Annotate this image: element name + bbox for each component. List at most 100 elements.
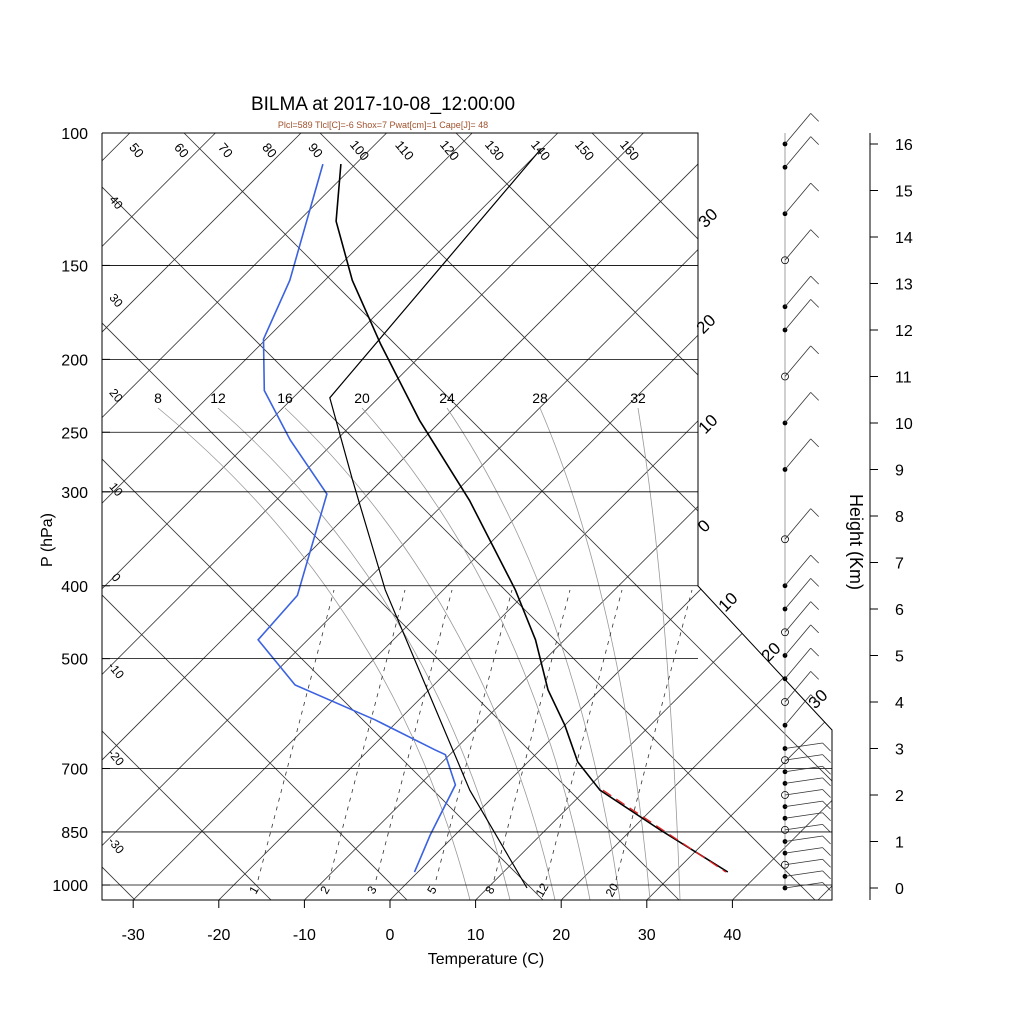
wind-barb: [784, 870, 823, 877]
wind-barb: [784, 438, 812, 470]
dry-adiabat-line: [591, 133, 832, 900]
wind-barb: [784, 601, 812, 633]
dry-adiabat-line: [455, 133, 832, 900]
isotherm-line: [102, 133, 644, 900]
dry-adiabat-line: [864, 133, 1024, 900]
parcel-line: [329, 148, 542, 889]
height-axis-label: Height (Km): [846, 494, 866, 590]
temperature-tick-label: -20: [207, 927, 230, 944]
moist-adiabat-line: [446, 407, 621, 900]
pressure-tick-label: 1000: [52, 878, 88, 895]
chart-title: BILMA at 2017-10-08_12:00:00: [251, 94, 515, 115]
wind-level-marker: [781, 535, 789, 544]
wind-barb-flag: [810, 299, 819, 308]
dry-adiabat-line: [183, 133, 832, 900]
wind-barb-flag: [822, 824, 831, 833]
isotherm-right-label: 30: [695, 205, 722, 232]
wind-barb-flag: [810, 554, 819, 564]
wind-barb: [784, 777, 823, 784]
wind-barb: [784, 835, 823, 842]
wind-level-marker: [781, 256, 789, 265]
moist-adiabat-line: [284, 407, 556, 900]
moist-adiabat-label: 24: [439, 390, 455, 406]
isotherm-line: [102, 133, 559, 900]
wind-barb: [784, 882, 823, 889]
mixing-ratio-line: [493, 589, 571, 881]
wind-barb-flag: [822, 835, 831, 845]
wind-barb: [784, 345, 812, 377]
pressure-tick-label: 250: [61, 425, 88, 442]
mixing-ratio-line: [328, 589, 406, 881]
mixing-ratio-label: 20: [603, 880, 622, 899]
height-tick-label: 7: [895, 556, 904, 573]
wind-barb: [784, 113, 812, 145]
wind-barb-flag: [822, 800, 831, 810]
isotherm-line: [475, 133, 832, 900]
wind-barb: [784, 229, 812, 261]
wind-barb-flag: [822, 812, 831, 822]
temperature-line: [335, 164, 729, 873]
moist-adiabat-label: 32: [630, 390, 646, 406]
moist-adiabat-label: 8: [154, 390, 162, 406]
wind-barb: [784, 671, 812, 703]
dry-adiabat-label: 90: [305, 140, 326, 161]
temperature-tick-label: -30: [122, 927, 145, 944]
wind-barb: [784, 789, 823, 796]
height-tick-label: 6: [895, 602, 904, 619]
dry-adiabat-label: 70: [215, 140, 236, 161]
wind-barb-flag: [810, 578, 819, 587]
height-tick-label: 9: [895, 463, 904, 480]
isotherm-line: [560, 133, 832, 900]
pressure-tick-label: 100: [61, 126, 88, 143]
wind-barb: [784, 392, 812, 424]
height-tick-label: 14: [895, 230, 913, 247]
wind-barb: [784, 754, 823, 761]
isotherm-left-label: 0: [109, 570, 124, 584]
dry-adiabat-line: [102, 133, 544, 900]
pressure-tick-label: 400: [61, 579, 88, 596]
temperature-tick-label: 20: [552, 927, 570, 944]
wind-barb: [784, 136, 812, 168]
dry-adiabat-line: [102, 133, 816, 900]
dry-adiabat-line: [102, 133, 272, 900]
wind-level-marker: [781, 791, 789, 799]
mixing-ratio-line: [375, 589, 453, 881]
plot-frame: [101, 132, 833, 901]
dry-adiabat-label: 50: [126, 140, 147, 161]
wind-level-marker: [781, 628, 789, 637]
wind-barb: [784, 824, 823, 831]
moist-adiabat-label: 12: [210, 390, 226, 406]
isotherm-left-label: -10: [105, 659, 127, 682]
height-tick-label: 13: [895, 277, 913, 294]
dewpoint-line: [257, 163, 457, 873]
dry-adiabat-line: [319, 133, 832, 900]
height-tick-label: 1: [895, 835, 904, 852]
wind-barb-flag: [810, 694, 819, 703]
height-tick-label: 15: [895, 184, 913, 201]
dry-adiabat-label: 160: [617, 137, 642, 163]
dry-adiabat-line: [102, 133, 680, 900]
wind-barb: [784, 765, 823, 773]
wind-barb-flag: [822, 777, 831, 787]
height-tick-label: 11: [895, 370, 912, 387]
isotherm-line: [389, 133, 832, 900]
pressure-tick-label: 700: [61, 762, 88, 779]
dry-adiabat-label: 120: [437, 137, 462, 163]
isotherm-line: [102, 133, 131, 900]
moist-adiabat-label: 20: [354, 390, 370, 406]
moist-adiabat-label: 28: [532, 390, 548, 406]
pressure-tick-label: 150: [61, 258, 88, 275]
height-tick-label: 10: [895, 416, 913, 433]
dry-adiabat-label: 100: [347, 137, 372, 163]
isotherm-right-label: 20: [758, 639, 785, 666]
isotherm-right-label: 0: [694, 516, 714, 536]
height-tick-label: 0: [895, 881, 904, 898]
lcl-parcel-dashed-line: [602, 789, 727, 873]
wind-barb: [784, 275, 812, 308]
wind-level-marker: [781, 372, 789, 381]
wind-barb-flag: [810, 601, 819, 610]
pressure-tick-label: 300: [61, 485, 88, 502]
isotherm-left-label: -30: [105, 834, 127, 857]
wind-barb-flag: [810, 275, 819, 285]
wind-barb: [784, 182, 812, 215]
